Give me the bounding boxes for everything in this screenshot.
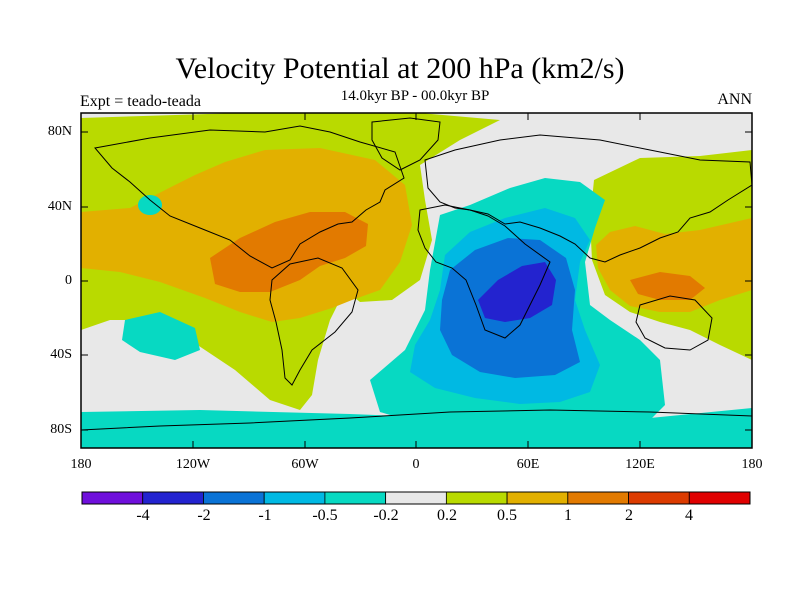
y-tick-label: 80S <box>50 422 72 437</box>
colorbar-box <box>263 491 326 505</box>
colorbar-label: -2 <box>197 507 211 524</box>
negative-max-indian <box>478 262 556 322</box>
colorbar-label: 0.5 <box>497 507 517 524</box>
colorbar-box <box>506 491 569 505</box>
contour-field <box>81 113 752 448</box>
coastline-greenland <box>371 117 441 171</box>
y-tick-label: 40N <box>47 199 72 214</box>
x-tick-label: 60W <box>291 457 319 472</box>
experiment-label: Expt = teado-teada <box>80 93 201 110</box>
positive-core-americas <box>81 148 412 322</box>
coastline-africa <box>417 204 551 339</box>
colorbar-border <box>81 491 751 505</box>
colorbar-label: 4 <box>685 507 693 524</box>
x-axis-ticks <box>192 113 641 448</box>
y-tick-label: 0 <box>65 273 72 288</box>
map-frame <box>80 112 753 449</box>
season-label: ANN <box>717 91 752 108</box>
colorbar <box>81 491 751 505</box>
colorbar-box <box>567 491 629 505</box>
y-tick-label: 80N <box>47 124 72 139</box>
colorbar-box <box>628 491 690 505</box>
colorbar-box <box>445 491 508 505</box>
negative-patch-north-pacific <box>138 195 162 215</box>
colorbar-boxes <box>81 491 751 505</box>
x-tick-label: 120E <box>625 457 655 472</box>
colorbar-label: 0.2 <box>437 507 457 524</box>
coastline-eurasia <box>424 134 752 263</box>
positive-max-pacific <box>630 272 705 300</box>
colorbar-box <box>385 491 447 505</box>
positive-max-americas <box>210 212 368 292</box>
colorbar-box <box>203 491 265 505</box>
x-tick-label: 120W <box>175 457 211 472</box>
colorbar-label: -4 <box>136 507 150 524</box>
map-subtitle: 14.0kyr BP - 00.0kyr BP <box>340 88 490 104</box>
x-tick-label: 180 <box>70 457 92 472</box>
y-axis-ticks <box>81 131 752 431</box>
x-tick-label: 0 <box>412 457 420 472</box>
negative-patch-south-pacific <box>122 312 200 360</box>
x-tick-label: 60E <box>516 457 540 472</box>
x-tick-label: 180 <box>741 457 763 472</box>
colorbar-label: 1 <box>564 507 572 524</box>
colorbar-label: -1 <box>258 507 272 524</box>
colorbar-box <box>81 491 144 505</box>
negative-band-antarctic <box>81 408 752 448</box>
colorbar-label: 2 <box>625 507 633 524</box>
coastline-antarctica <box>81 409 752 431</box>
coastline-north-america <box>94 125 405 269</box>
colorbar-box <box>688 491 751 505</box>
coastlines <box>81 117 752 431</box>
map-title: Velocity Potential at 200 hPa (km2/s) <box>175 52 625 85</box>
coastline-australia <box>635 295 713 351</box>
y-tick-label: 40S <box>50 347 72 362</box>
colorbar-label: -0.5 <box>312 507 338 524</box>
colorbar-box <box>324 491 387 505</box>
coastline-south-america <box>269 257 359 386</box>
colorbar-box <box>142 491 204 505</box>
colorbar-label: -0.2 <box>373 507 399 524</box>
